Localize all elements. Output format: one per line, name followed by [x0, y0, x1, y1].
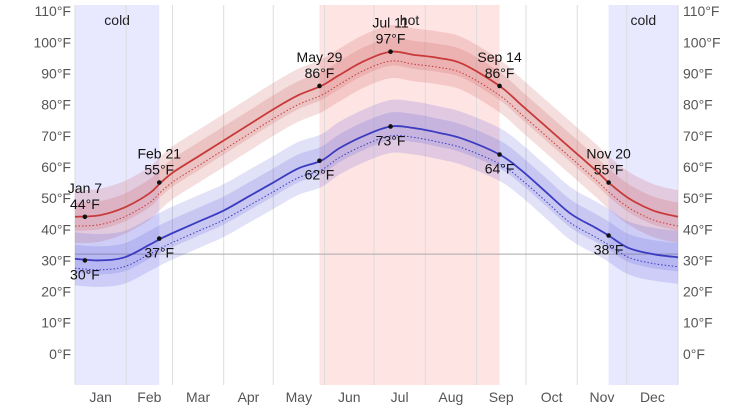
low-inner-band — [75, 112, 678, 275]
season-label-hot: hot — [400, 12, 420, 28]
annotation-date: May 29 — [297, 49, 343, 65]
annotation-point — [497, 152, 502, 157]
y-tick-left: 90°F — [41, 66, 71, 82]
high-outer-band — [75, 25, 678, 244]
season-bands: cold hot cold — [75, 5, 678, 385]
annotation-date: Feb 21 — [137, 146, 181, 162]
high-temp-line — [74, 50, 679, 218]
y-tick-left: 10°F — [41, 315, 71, 331]
y-tick-left: 70°F — [41, 128, 71, 144]
season-label-cold: cold — [630, 12, 656, 28]
y-tick-right: 90°F — [683, 66, 713, 82]
low-normal-line — [74, 134, 679, 271]
annotation-date: Jan 7 — [68, 180, 102, 196]
temperature-lines — [74, 50, 679, 271]
annotation-value: 97°F — [376, 31, 406, 47]
y-tick-right: 10°F — [683, 315, 713, 331]
low-outer-band — [75, 99, 678, 287]
x-tick-label: Oct — [541, 389, 563, 405]
y-tick-left: 60°F — [41, 159, 71, 175]
annotation-value: 64°F — [485, 161, 515, 177]
x-tick-label: Sep — [489, 389, 514, 405]
annotation-date: Sep 14 — [477, 49, 522, 65]
annotation-date: Nov 20 — [586, 146, 631, 162]
x-tick-label: Jul — [391, 389, 409, 405]
annotation-value: 38°F — [594, 241, 624, 257]
y-tick-left: 80°F — [41, 97, 71, 113]
annotation-point — [82, 214, 88, 220]
annotation-point — [606, 180, 611, 185]
annotation-value: 44°F — [70, 196, 100, 212]
season-band-cold — [608, 5, 678, 385]
annotation-value: 86°F — [305, 65, 335, 81]
temperature-bands — [75, 25, 678, 287]
annotation-value: 37°F — [144, 245, 174, 261]
y-tick-left: 110°F — [35, 3, 71, 19]
grid-lines — [74, 5, 679, 385]
annotation-point — [388, 124, 393, 129]
x-tick-label: Feb — [137, 389, 161, 405]
annotation-point — [317, 83, 322, 89]
low-temp-line — [74, 125, 679, 262]
y-tick-right: 0°F — [683, 346, 705, 362]
y-tick-right: 70°F — [683, 128, 713, 144]
x-tick-label: Dec — [640, 389, 665, 405]
annotation-point — [156, 180, 162, 185]
y-tick-left: 20°F — [41, 284, 71, 300]
y-tick-right: 30°F — [683, 252, 713, 268]
x-tick-label: Aug — [438, 389, 463, 405]
x-tick-label: Mar — [186, 389, 210, 405]
annotation-value: 62°F — [305, 167, 335, 183]
annotation-value: 73°F — [376, 132, 406, 148]
y-tick-right: 100°F — [683, 34, 721, 50]
y-tick-left: 0°F — [49, 346, 71, 362]
annotation-point — [497, 83, 502, 89]
y-tick-left: 50°F — [41, 190, 71, 206]
x-tick-label: Jun — [338, 389, 361, 405]
annotation-point — [156, 236, 162, 241]
x-tick-label: Apr — [238, 389, 260, 405]
annotation-value: 55°F — [594, 162, 624, 178]
y-tick-left: 40°F — [41, 221, 71, 237]
annotation-date: Jul 11 — [372, 15, 409, 31]
annotation-point — [388, 49, 393, 55]
y-tick-left: 100°F — [33, 34, 71, 50]
y-tick-right: 40°F — [683, 221, 713, 237]
y-tick-right: 110°F — [683, 3, 719, 19]
y-tick-right: 60°F — [683, 159, 713, 175]
annotation-value: 55°F — [144, 162, 174, 178]
axis-ticks: 0°F 0°F10°F 10°F20°F 20°F30°F 30°F40°F 40°F50… — [33, 3, 720, 405]
season-label-cold: cold — [104, 12, 130, 28]
high-normal-line — [74, 60, 679, 227]
x-tick-label: Jan — [89, 389, 112, 405]
annotation-value: 30°F — [70, 266, 100, 282]
x-tick-label: Nov — [590, 389, 615, 405]
y-tick-right: 50°F — [683, 190, 713, 206]
y-tick-right: 80°F — [683, 97, 713, 113]
y-tick-left: 30°F — [41, 252, 71, 268]
y-tick-right: 20°F — [683, 284, 713, 300]
high-inner-band — [75, 37, 678, 231]
annotation-point — [317, 158, 322, 164]
annotation-point — [606, 233, 611, 238]
x-tick-label: May — [286, 389, 312, 405]
annotation-value: 86°F — [485, 65, 515, 81]
annotation-point — [82, 258, 88, 263]
season-band-cold — [75, 5, 160, 385]
